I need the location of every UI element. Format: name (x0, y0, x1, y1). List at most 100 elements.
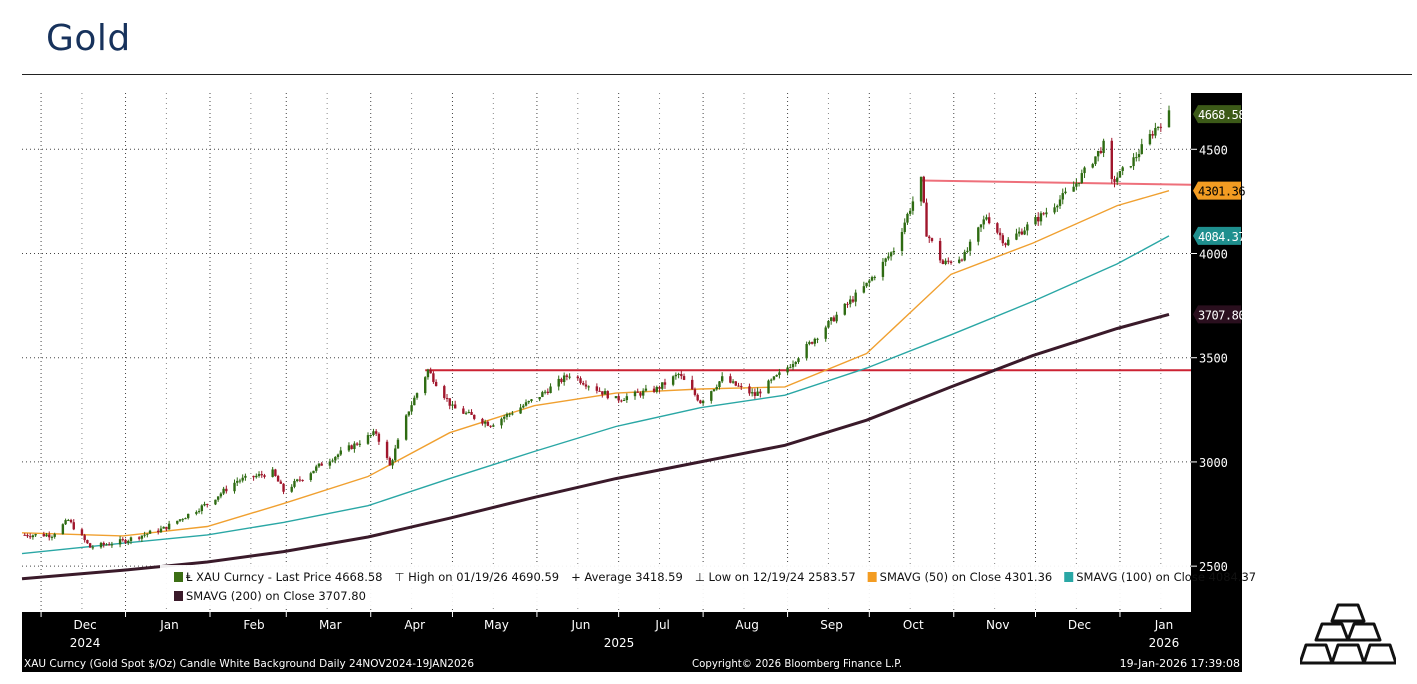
candle (655, 385, 659, 394)
candle (252, 475, 255, 481)
candle-body (274, 469, 277, 477)
candle (810, 341, 814, 345)
candle (862, 281, 866, 294)
candle (582, 380, 585, 386)
candle-body (680, 373, 683, 377)
candle (636, 388, 639, 393)
candle (674, 372, 678, 380)
x-tick-label: Jan (159, 618, 179, 632)
candle-body (557, 378, 560, 387)
candle-body (1075, 183, 1078, 187)
candle (260, 470, 263, 478)
candle (1137, 149, 1141, 162)
y-tick-label: 3500 (1199, 352, 1228, 366)
candle-body (731, 381, 735, 383)
candle (1045, 207, 1048, 218)
candle-body (486, 421, 490, 426)
candle (1113, 175, 1116, 188)
candle (214, 499, 217, 506)
candle-body (620, 400, 623, 402)
candle-body (467, 411, 471, 413)
legend-marker (174, 572, 183, 582)
candle (45, 532, 48, 537)
candle (963, 249, 966, 262)
candle (740, 382, 743, 391)
candle (938, 237, 942, 264)
candle-body (462, 408, 465, 414)
candle (197, 508, 201, 514)
candle-body (661, 382, 664, 389)
candle (1007, 237, 1010, 247)
candle (691, 375, 694, 390)
candle (415, 392, 419, 400)
candle (524, 399, 528, 407)
candle-body (598, 390, 601, 392)
candle-body (105, 544, 108, 546)
candle (176, 520, 179, 525)
candle-body (587, 386, 590, 388)
price-tag-2: 4301.36 (1193, 181, 1246, 200)
candle (432, 371, 435, 384)
candle-body (519, 407, 522, 414)
candle-body (257, 474, 261, 476)
candle (919, 176, 923, 206)
candle (870, 275, 874, 282)
candle (1156, 126, 1160, 131)
candle (663, 378, 667, 389)
candle-body (336, 454, 340, 457)
candle-body (358, 443, 362, 445)
candle (789, 364, 792, 369)
candle (791, 360, 795, 371)
candle (143, 531, 146, 538)
candle-body (941, 260, 945, 265)
candle-body (805, 344, 808, 359)
candle (26, 533, 29, 538)
candle-body (206, 503, 209, 505)
candle-body (963, 251, 966, 261)
candle (835, 311, 838, 324)
candle-body (453, 404, 457, 409)
candle-body (394, 448, 397, 461)
candle-body (606, 391, 609, 399)
candle (625, 393, 629, 403)
candle (137, 536, 141, 541)
candle-body (775, 374, 778, 377)
candle-body (789, 367, 792, 369)
candle (445, 393, 449, 402)
candle (511, 410, 514, 416)
candle (1004, 242, 1007, 248)
candle (519, 403, 522, 414)
candle (587, 385, 590, 391)
candle (159, 525, 163, 533)
candle (966, 247, 969, 254)
candle (1039, 211, 1043, 226)
candle (1094, 156, 1097, 166)
candle-body (31, 535, 35, 538)
candle (505, 412, 509, 420)
candle (565, 373, 569, 381)
candle-body (1077, 182, 1081, 184)
candle (701, 399, 705, 406)
candle-body (546, 391, 550, 394)
candle (309, 471, 312, 482)
price-tag-label: 4301.36 (1198, 185, 1245, 199)
candle-body (1056, 205, 1059, 208)
candle (759, 388, 762, 398)
candle (503, 414, 506, 423)
candle (219, 492, 223, 499)
candle-body (813, 338, 817, 344)
candle (947, 257, 950, 265)
candle (451, 401, 454, 409)
candle-body (682, 376, 686, 380)
candle-body (374, 431, 378, 434)
candle-body (740, 385, 743, 387)
candle-body (908, 210, 912, 214)
candle-body (298, 479, 302, 481)
candle (892, 247, 896, 256)
candle (873, 275, 876, 281)
candle-body (233, 482, 236, 492)
candle-body (652, 388, 656, 392)
candle (140, 535, 144, 543)
candle-body (320, 463, 323, 466)
candle-body (960, 259, 964, 261)
